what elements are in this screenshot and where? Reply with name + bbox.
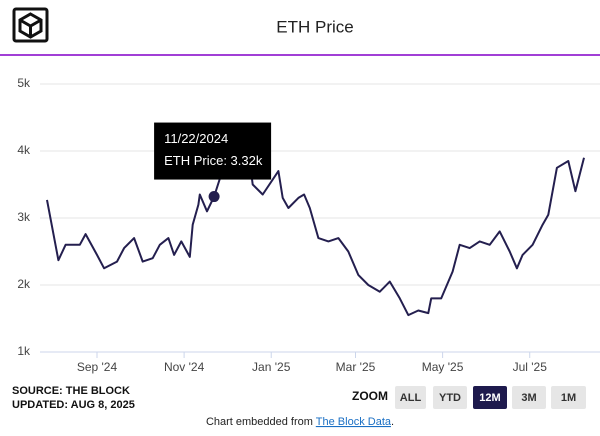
- zoom-button-label: 12M: [479, 392, 500, 404]
- chart-title: ETH Price: [276, 17, 353, 36]
- zoom-button-label: 3M: [521, 392, 536, 404]
- zoom-button-bg: [395, 386, 426, 409]
- x-tick-label: Sep '24: [77, 360, 118, 374]
- embed-suffix: .: [391, 416, 394, 428]
- y-tick-label: 3k: [17, 210, 31, 224]
- tooltip-box: [154, 122, 272, 180]
- x-tick-label: Mar '25: [336, 360, 376, 374]
- y-tick-label: 1k: [17, 344, 31, 358]
- zoom-button-bg: [433, 386, 467, 409]
- zoom-button-label: ALL: [400, 392, 422, 404]
- zoom-button[interactable]: ALL: [395, 386, 426, 409]
- embed-link[interactable]: The Block Data: [316, 416, 392, 428]
- embed-prefix: Chart embedded from: [206, 416, 316, 428]
- tooltip-date: 11/22/2024: [164, 131, 228, 146]
- zoom-button[interactable]: 12M: [473, 386, 507, 409]
- zoom-button-bg: [512, 386, 546, 409]
- y-tick-label: 4k: [17, 143, 31, 157]
- y-tick-label: 2k: [17, 277, 31, 291]
- tooltip-point: [208, 191, 220, 203]
- zoom-button[interactable]: 3M: [512, 386, 546, 409]
- tooltip-text: ETH Price: 3.32k: [164, 153, 263, 168]
- zoom-button[interactable]: YTD: [433, 386, 467, 409]
- embed-note: Chart embedded from The Block Data.: [206, 416, 394, 428]
- x-tick-label: Nov '24: [164, 360, 205, 374]
- zoom-button-bg: [551, 386, 586, 409]
- zoom-button-bg: [473, 386, 507, 409]
- zoom-button-label: YTD: [439, 392, 461, 404]
- x-tick-label: May '25: [422, 360, 464, 374]
- updated: UPDATED: AUG 8, 2025: [12, 399, 135, 411]
- x-tick-label: Jul '25: [513, 360, 548, 374]
- y-tick-label: 5k: [17, 76, 31, 90]
- x-tick-label: Jan '25: [252, 360, 291, 374]
- zoom-button-label: 1M: [561, 392, 576, 404]
- logo: [12, 7, 49, 43]
- price-line: [46, 150, 585, 317]
- zoom-button[interactable]: 1M: [551, 386, 586, 409]
- source: SOURCE: THE BLOCK: [12, 385, 130, 397]
- zoom-label: ZOOM: [352, 389, 388, 403]
